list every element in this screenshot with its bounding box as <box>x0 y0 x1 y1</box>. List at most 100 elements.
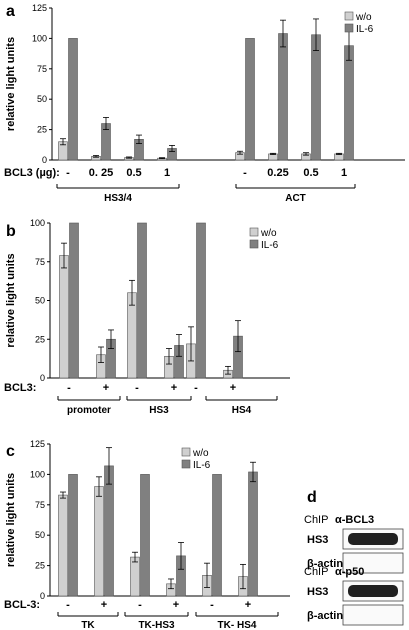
category-label: - <box>67 382 71 394</box>
blot-row-label: β-actin <box>307 610 343 622</box>
legend-label: w/o <box>260 228 277 239</box>
category-label: - <box>66 167 70 179</box>
category-label: 0.25 <box>267 167 288 179</box>
bar-il-6 <box>137 222 147 379</box>
y-tick-label: 50 <box>35 530 45 540</box>
legend-swatch-w-o <box>249 227 259 237</box>
panel-label: b <box>6 223 16 240</box>
y-tick-label: 100 <box>30 469 45 479</box>
category-label: - <box>66 599 70 611</box>
bar-il-6 <box>278 33 288 161</box>
category-label: - <box>138 599 142 611</box>
y-axis-label: relative light units <box>5 253 17 347</box>
blot-lane <box>342 552 404 574</box>
group-label: HS3 <box>149 405 169 416</box>
group-label: promoter <box>67 405 111 416</box>
category-label: 0.5 <box>126 167 141 179</box>
group-label: HS3/4 <box>104 193 132 204</box>
category-label: + <box>101 599 107 611</box>
blot-row-label: HS3 <box>307 586 328 598</box>
group-label: TK <box>81 620 95 630</box>
panel-c-chart: c 0 25 50 75 100 125 relative light units w/oIL-… <box>4 439 290 630</box>
y-tick-label: 100 <box>32 33 47 43</box>
bar-il-6 <box>104 465 114 597</box>
category-label: + <box>103 382 109 394</box>
group-label: TK-HS3 <box>138 620 175 630</box>
legend-swatch-w-o <box>344 11 354 21</box>
y-tick-label: 0 <box>40 373 45 383</box>
category-label: + <box>230 382 236 394</box>
legend-label: IL-6 <box>261 240 279 251</box>
blot-row-label: β-actin <box>307 558 343 570</box>
y-tick-label: 0 <box>42 155 47 165</box>
treatment-label: BCL3 (µg): <box>4 167 60 179</box>
bar-il-6 <box>248 471 258 597</box>
bar-w-o <box>130 556 140 597</box>
legend-label: w/o <box>355 12 372 23</box>
category-label: - <box>194 382 198 394</box>
blot-band <box>348 533 398 545</box>
chip-label: ChIP <box>304 566 328 578</box>
category-label: + <box>173 599 179 611</box>
bar-il-6 <box>245 38 255 161</box>
antibody-label: α-p50 <box>335 566 364 578</box>
y-tick-label: 125 <box>30 439 45 449</box>
panel-a-chart: a 0 25 50 75 100 125 relative light units w/oIL-… <box>4 3 405 204</box>
bar-w-o <box>94 486 104 597</box>
bar-il-6 <box>212 474 222 597</box>
bar-il-6 <box>68 38 78 161</box>
y-tick-label: 50 <box>37 94 47 104</box>
y-tick-label: 25 <box>35 561 45 571</box>
y-axis-label: relative light units <box>5 37 17 131</box>
category-label: 1 <box>164 167 170 179</box>
treatment-label: BCL3: <box>4 382 36 394</box>
bar-il-6 <box>68 474 78 597</box>
legend-swatch-il-6 <box>181 459 191 469</box>
legend-label: IL-6 <box>193 460 211 471</box>
bar-il-6 <box>69 222 79 379</box>
y-tick-label: 75 <box>37 64 47 74</box>
y-tick-label: 50 <box>35 296 45 306</box>
category-label: - <box>135 382 139 394</box>
blot-lane <box>342 604 404 626</box>
blot-band <box>348 585 398 597</box>
blot-row-label: HS3 <box>307 534 328 546</box>
y-tick-label: 125 <box>32 3 47 13</box>
chip-label: ChIP <box>304 514 328 526</box>
y-tick-label: 0 <box>40 591 45 601</box>
y-tick-label: 100 <box>30 218 45 228</box>
group-label: ACT <box>285 193 306 204</box>
bar-il-6 <box>311 34 321 161</box>
bar-il-6 <box>344 45 354 161</box>
panel-label: d <box>307 489 317 506</box>
legend-swatch-il-6 <box>249 239 259 249</box>
y-tick-label: 75 <box>35 257 45 267</box>
antibody-label: α-BCL3 <box>335 514 374 526</box>
category-label: - <box>210 599 214 611</box>
category-label: + <box>171 382 177 394</box>
y-tick-label: 25 <box>35 334 45 344</box>
category-label: 1 <box>341 167 347 179</box>
y-tick-label: 75 <box>35 500 45 510</box>
bar-il-6 <box>140 474 150 597</box>
bar-w-o <box>58 494 68 597</box>
category-label: 0.5 <box>303 167 318 179</box>
category-label: + <box>245 599 251 611</box>
category-label: - <box>243 167 247 179</box>
legend-swatch-il-6 <box>344 23 354 33</box>
treatment-label: BCL-3: <box>4 599 40 611</box>
legend-swatch-w-o <box>181 447 191 457</box>
group-label: TK- HS4 <box>218 620 257 630</box>
group-label: HS4 <box>232 405 252 416</box>
panel-b-chart: b 0 25 50 75 100 relative light units w/oIL-6 BC… <box>4 218 290 416</box>
y-axis-label: relative light units <box>5 473 17 567</box>
panel-label: c <box>6 443 15 460</box>
panel-label: a <box>6 3 15 20</box>
y-tick-label: 25 <box>37 125 47 135</box>
legend-label: IL-6 <box>356 24 374 35</box>
category-label: 0. 25 <box>89 167 113 179</box>
legend-label: w/o <box>192 448 209 459</box>
bar-w-o <box>59 255 69 379</box>
